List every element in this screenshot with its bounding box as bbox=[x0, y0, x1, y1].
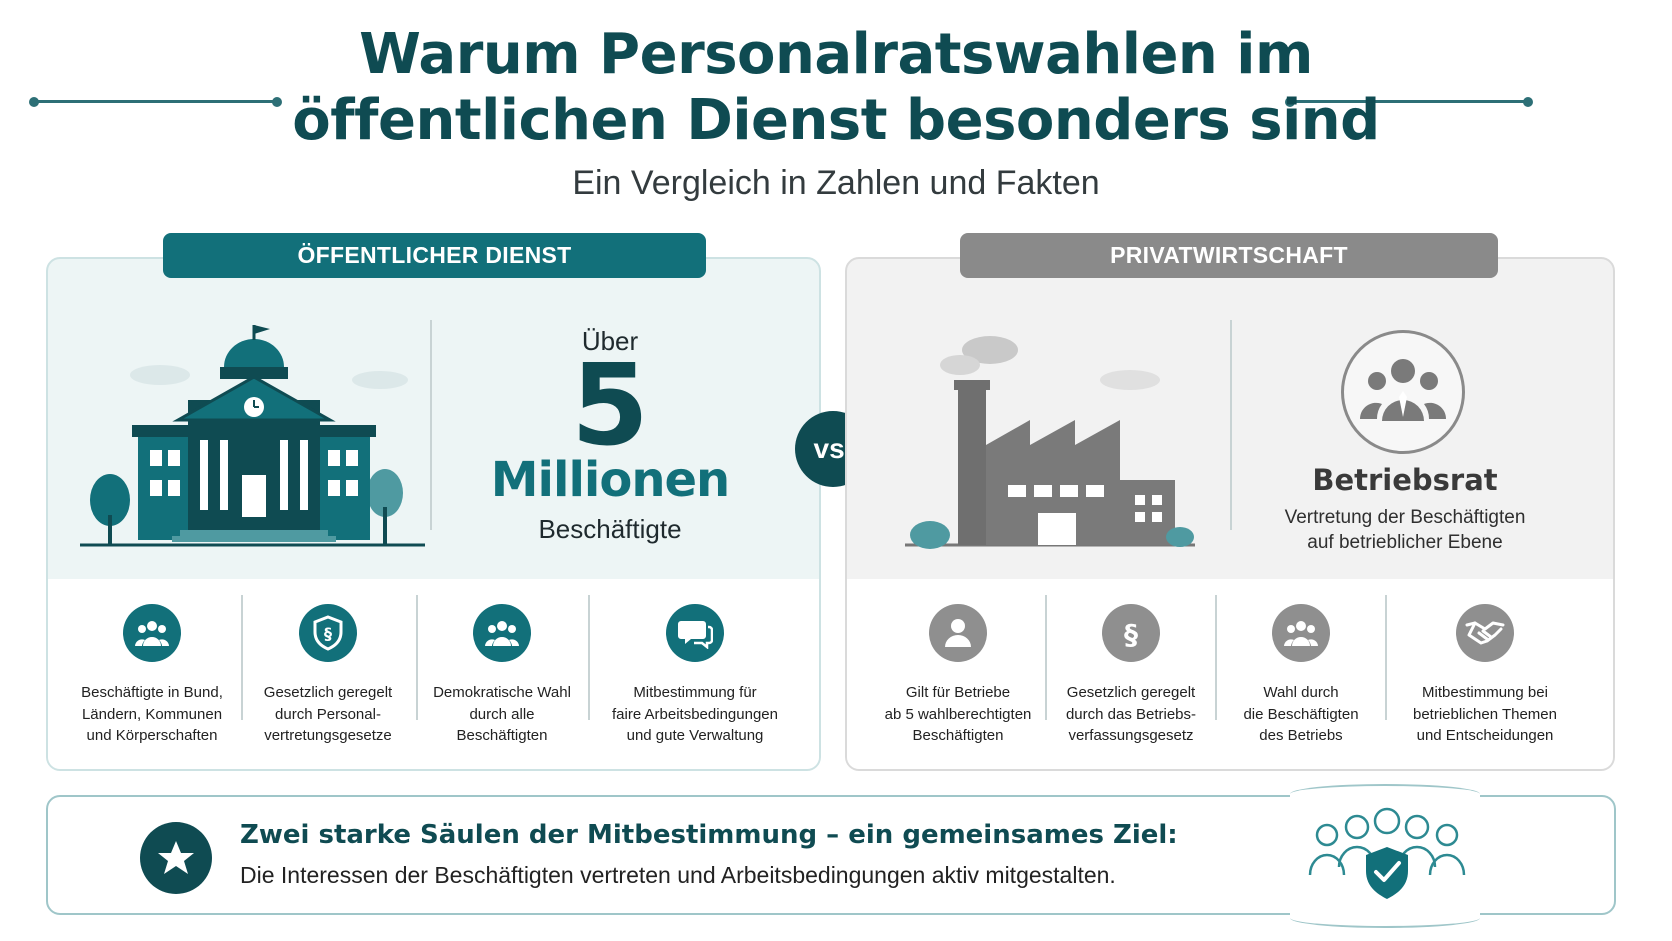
feature-divider bbox=[1045, 595, 1047, 720]
header: Warum Personalratswahlen im öffentlichen… bbox=[0, 22, 1672, 203]
handshake-icon bbox=[1456, 604, 1514, 662]
feature-divider bbox=[1385, 595, 1387, 720]
factory-icon bbox=[905, 336, 1195, 549]
feature-text: Gilt für Betriebe ab 5 wahlberechtigten … bbox=[884, 684, 1032, 744]
works-council-desc-line-1: Vertretung der Beschäftigten bbox=[1284, 507, 1526, 528]
private-feature-2: § Gesetzlich geregelt durch das Betriebs… bbox=[1045, 604, 1217, 747]
works-council-desc-line-2: auf betrieblicher Ebene bbox=[1307, 532, 1503, 553]
summary-box bbox=[46, 795, 1616, 915]
group-icon bbox=[123, 604, 181, 662]
private-feature-3: Wahl durch die Beschäftigten des Betrieb… bbox=[1215, 604, 1387, 747]
title-decoration-right bbox=[1285, 96, 1533, 107]
page-title: Warum Personalratswahlen im öffentlichen… bbox=[0, 22, 1672, 154]
svg-text:§: § bbox=[1124, 618, 1138, 650]
private-sector-label: PRIVATWIRTSCHAFT bbox=[960, 233, 1498, 278]
public-feature-2: § Gesetzlich geregelt durch Personal- ve… bbox=[242, 604, 414, 747]
paragraph-icon: § bbox=[1102, 604, 1160, 662]
feature-divider bbox=[241, 595, 243, 720]
page-subtitle: Ein Vergleich in Zahlen und Fakten bbox=[572, 164, 1100, 202]
feature-text: Mitbestimmung für faire Arbeitsbedingung… bbox=[612, 684, 778, 744]
team-arc-decoration bbox=[1290, 908, 1480, 928]
summary-text: Die Interessen der Beschäftigten vertret… bbox=[240, 862, 1116, 888]
public-sector-label: ÖFFENTLICHER DIENST bbox=[163, 233, 706, 278]
group-icon bbox=[473, 604, 531, 662]
feature-text: Demokratische Wahl durch alle Beschäftig… bbox=[433, 684, 571, 744]
star-icon bbox=[140, 822, 212, 894]
public-feature-1: Beschäftigte in Bund, Ländern, Kommunen … bbox=[62, 604, 242, 747]
group-icon bbox=[1272, 604, 1330, 662]
private-feature-1: Gilt für Betriebe ab 5 wahlberechtigten … bbox=[868, 604, 1048, 747]
title-line-1: Warum Personalratswahlen im bbox=[359, 22, 1313, 87]
public-divider bbox=[430, 320, 432, 530]
works-council-description: Vertretung der Beschäftigten auf betrieb… bbox=[1240, 505, 1570, 555]
summary-title: Zwei starke Säulen der Mitbestimmung – e… bbox=[240, 820, 1178, 850]
stat-prefix: Über bbox=[581, 326, 639, 356]
stat-unit: Millionen bbox=[490, 452, 730, 508]
feature-divider bbox=[588, 595, 590, 720]
title-line-2: öffentlichen Dienst besonders sind bbox=[292, 88, 1380, 153]
title-decoration-left bbox=[29, 96, 282, 107]
feature-text: Gesetzlich geregelt durch das Betriebs- … bbox=[1065, 684, 1197, 744]
public-feature-3: Demokratische Wahl durch alle Beschäftig… bbox=[416, 604, 588, 747]
stat-number: 5 bbox=[571, 341, 649, 471]
feature-divider bbox=[416, 595, 418, 720]
feature-text: Mitbestimmung bei betrieblichen Themen u… bbox=[1413, 684, 1557, 744]
private-divider bbox=[1230, 320, 1232, 530]
public-feature-4: Mitbestimmung für faire Arbeitsbedingung… bbox=[590, 604, 800, 747]
svg-text:§: § bbox=[324, 624, 332, 643]
person-icon bbox=[929, 604, 987, 662]
government-building-icon bbox=[80, 325, 425, 547]
team-arc-decoration bbox=[1290, 784, 1480, 804]
feature-text: Beschäftigte in Bund, Ländern, Kommunen … bbox=[81, 684, 223, 744]
feature-divider bbox=[1215, 595, 1217, 720]
private-feature-4: Mitbestimmung bei betrieblichen Themen u… bbox=[1385, 604, 1585, 747]
feature-text: Wahl durch die Beschäftigten des Betrieb… bbox=[1243, 684, 1359, 744]
feature-text: Gesetzlich geregelt durch Personal- vert… bbox=[263, 684, 393, 744]
team-shield-icon bbox=[1308, 807, 1466, 899]
speech-bubbles-icon bbox=[666, 604, 724, 662]
stat-caption: Beschäftigte bbox=[538, 514, 682, 544]
works-council-icon bbox=[1341, 330, 1465, 454]
shield-paragraph-icon: § bbox=[299, 604, 357, 662]
works-council-title: Betriebsrat bbox=[1312, 463, 1498, 497]
